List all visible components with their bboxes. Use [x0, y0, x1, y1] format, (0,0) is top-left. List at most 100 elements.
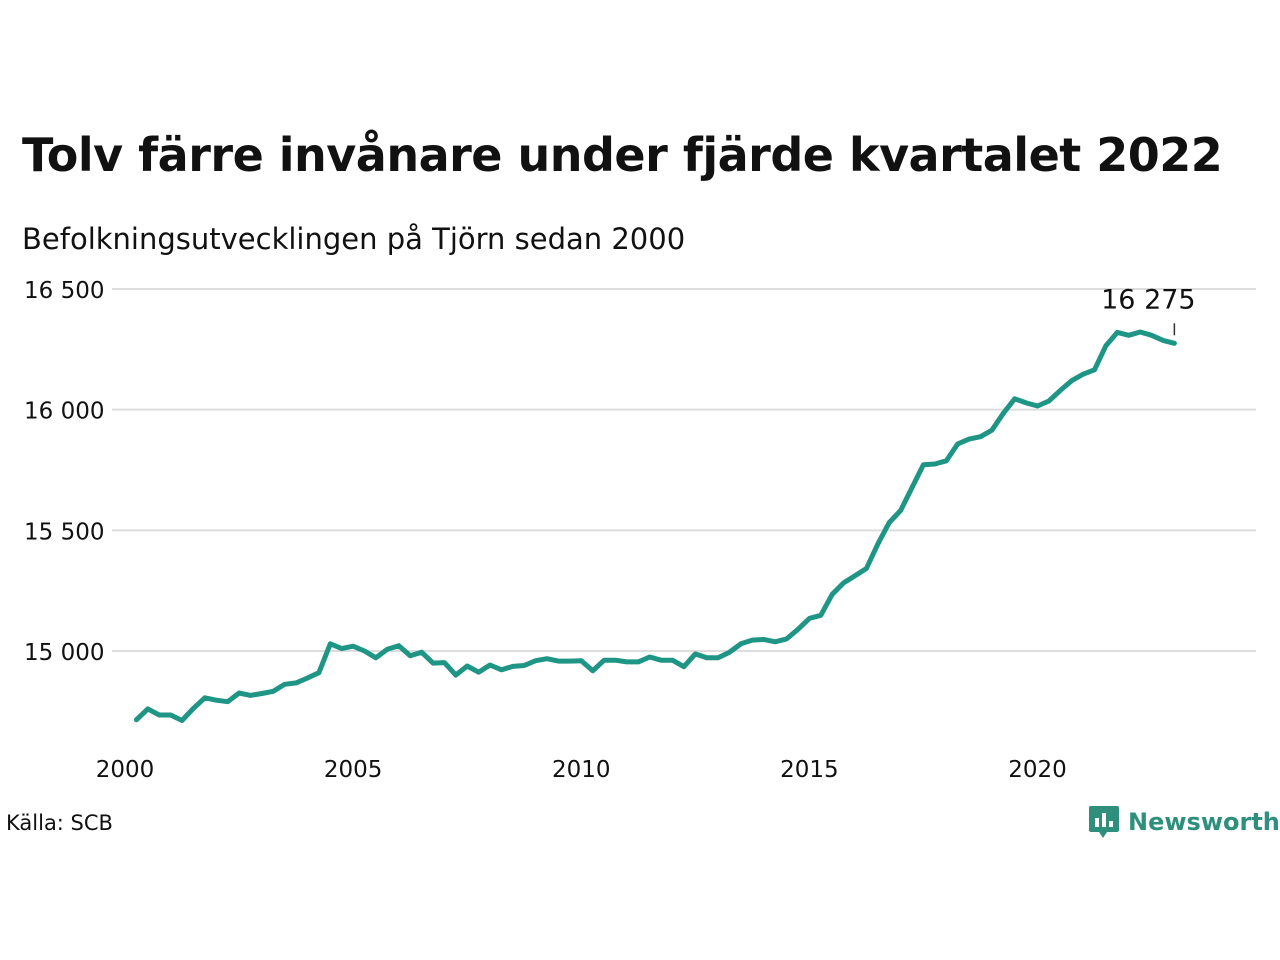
data-point — [648, 655, 652, 659]
series-points — [134, 330, 1176, 722]
annotation-label: 16 275 — [1101, 284, 1195, 315]
x-tick-label: 2000 — [96, 757, 155, 783]
brand-name: Newsworthy — [1128, 808, 1280, 836]
data-point — [819, 613, 823, 617]
series-line — [133, 329, 1177, 723]
y-tick-label: 15 000 — [24, 640, 104, 666]
data-point — [522, 664, 526, 667]
data-point — [1093, 368, 1096, 372]
y-tick-label: 16 000 — [24, 399, 104, 425]
data-point — [1161, 338, 1165, 342]
data-point — [1172, 341, 1176, 345]
data-point — [374, 656, 378, 660]
brand: Newsworthy — [1088, 804, 1280, 840]
data-point — [693, 652, 697, 656]
data-point — [442, 661, 446, 665]
data-point — [431, 661, 435, 665]
x-axis-ticks: 2000 2005 2010 2015 2020 — [96, 757, 1067, 783]
data-point — [1047, 399, 1051, 403]
data-point — [625, 660, 629, 664]
data-point — [1127, 333, 1131, 337]
y-axis-ticks: 15 000 15 500 16 000 16 500 — [24, 278, 104, 666]
data-point — [887, 521, 891, 525]
data-point — [842, 581, 846, 585]
y-tick-label: 15 500 — [24, 519, 104, 545]
y-tick-label: 16 500 — [24, 278, 104, 304]
data-point — [157, 713, 161, 717]
data-point — [579, 659, 583, 663]
data-point — [545, 657, 549, 661]
data-point — [203, 696, 207, 700]
data-point — [397, 644, 401, 648]
x-tick-label: 2010 — [552, 757, 611, 783]
data-point — [283, 682, 287, 686]
data-point — [477, 670, 481, 674]
data-point — [933, 462, 937, 466]
data-point — [317, 671, 321, 675]
source-note: Källa: SCB — [6, 811, 113, 835]
data-point — [682, 665, 686, 669]
data-point — [180, 719, 184, 722]
data-point — [499, 668, 503, 672]
data-point — [614, 658, 617, 662]
data-point — [1104, 344, 1108, 348]
data-point — [306, 676, 309, 680]
data-point — [762, 637, 766, 641]
data-point — [899, 509, 903, 512]
data-point — [1115, 330, 1119, 334]
data-point — [636, 660, 640, 664]
x-tick-label: 2005 — [324, 757, 383, 783]
data-point — [1081, 372, 1085, 376]
data-point — [1058, 388, 1062, 392]
data-point — [534, 659, 538, 663]
data-point — [294, 681, 298, 685]
data-point — [271, 689, 275, 693]
data-point — [750, 638, 754, 642]
gridlines — [112, 288, 1256, 652]
x-tick-label: 2015 — [780, 757, 839, 783]
data-point — [1138, 330, 1142, 334]
data-point — [408, 654, 412, 658]
data-point — [853, 574, 857, 578]
data-point — [1001, 411, 1005, 415]
data-point — [191, 706, 195, 710]
data-point — [773, 640, 777, 644]
data-point — [260, 692, 264, 695]
data-point — [990, 428, 994, 432]
data-point — [465, 664, 469, 668]
data-point — [716, 656, 720, 660]
newsworthy-logo-icon — [1089, 806, 1119, 838]
data-point — [739, 642, 743, 646]
data-point — [807, 616, 811, 620]
data-point — [420, 650, 424, 654]
data-point — [328, 642, 332, 646]
x-tick-label: 2020 — [1008, 757, 1067, 783]
data-point — [351, 644, 355, 648]
data-point — [864, 567, 868, 570]
data-point — [591, 669, 595, 673]
data-point — [671, 658, 674, 662]
data-point — [226, 700, 230, 704]
data-point — [488, 663, 492, 667]
data-point — [146, 707, 150, 711]
data-point — [1070, 379, 1074, 383]
data-point — [385, 647, 389, 651]
data-point — [785, 637, 789, 641]
data-point — [921, 463, 925, 467]
data-point — [1150, 333, 1154, 337]
data-point — [214, 698, 218, 702]
data-point — [237, 691, 241, 695]
data-point — [1024, 401, 1028, 405]
data-point — [340, 647, 344, 651]
data-point — [876, 542, 880, 546]
data-point — [830, 592, 834, 596]
data-point — [728, 650, 731, 654]
data-point — [979, 435, 982, 439]
data-point — [511, 664, 515, 668]
data-point — [602, 658, 606, 662]
chart-subtitle: Befolkningsutvecklingen på Tjörn sedan 2… — [22, 222, 686, 256]
data-point — [967, 437, 971, 441]
data-point — [568, 659, 572, 663]
data-point — [1013, 397, 1017, 401]
data-point — [249, 693, 252, 697]
